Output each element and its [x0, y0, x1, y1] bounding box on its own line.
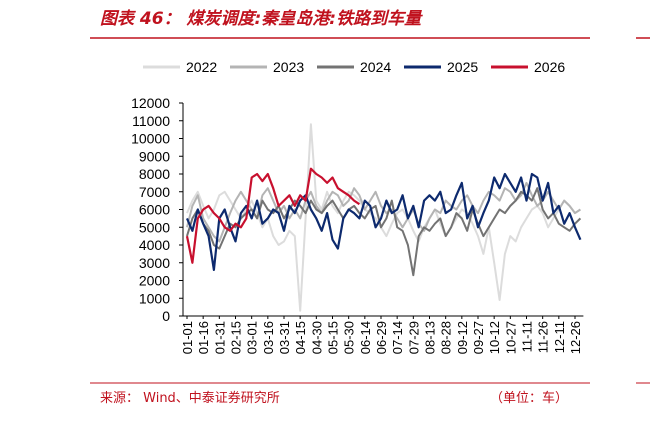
legend-label: 2023 — [273, 59, 304, 75]
x-tick-label: 11-26 — [536, 321, 551, 353]
x-tick-label: 06-29 — [374, 321, 389, 354]
x-tick-label: 12-11 — [552, 321, 567, 353]
y-tick-label: 6000 — [139, 202, 170, 218]
x-tick-label: 03-31 — [277, 321, 292, 354]
y-tick-label: 2000 — [139, 273, 170, 289]
series-line — [185, 167, 361, 264]
unit-note: （单位：车） — [490, 390, 568, 406]
x-tick-label: 09-27 — [471, 321, 486, 354]
x-tick-label: 07-14 — [390, 321, 405, 354]
x-tick-label: 05-15 — [326, 321, 341, 354]
x-tick-label: 10-12 — [487, 321, 502, 354]
x-tick-label: 01-16 — [196, 321, 211, 354]
y-tick-label: 12000 — [131, 95, 170, 111]
x-tick-label: 02-15 — [229, 321, 244, 354]
x-tick-label: 08-13 — [423, 321, 438, 354]
y-tick-label: 10000 — [131, 131, 170, 147]
legend-label: 2026 — [534, 59, 565, 75]
x-tick-label: 08-28 — [439, 321, 454, 354]
source: 来源： Wind、中泰证券研究所 — [100, 390, 280, 406]
y-tick-label: 1000 — [139, 290, 170, 306]
x-tick-label: 09-12 — [455, 321, 470, 354]
x-tick-label: 11-11 — [520, 321, 535, 352]
legend-label: 2025 — [447, 59, 478, 75]
y-tick-label: 8000 — [139, 166, 170, 182]
y-tick-label: 7000 — [139, 184, 170, 200]
x-tick-label: 12-26 — [568, 321, 583, 354]
x-tick-label: 06-14 — [358, 321, 373, 354]
x-tick-label: 04-30 — [309, 321, 324, 354]
x-tick-label: 01-31 — [212, 321, 227, 354]
y-tick-label: 11000 — [132, 113, 170, 129]
x-tick-label: 04-15 — [293, 321, 308, 354]
chart-title: 图表 46： 煤炭调度:秦皇岛港:铁路到车量 — [100, 9, 423, 29]
legend-label: 2022 — [186, 59, 217, 75]
y-tick-label: 4000 — [139, 237, 170, 253]
series-line — [186, 187, 582, 277]
x-tick-label: 10-27 — [503, 321, 518, 354]
x-tick-label: 05-30 — [342, 321, 357, 354]
x-tick-label: 03-16 — [261, 321, 276, 354]
series-line — [186, 123, 581, 312]
legend-label: 2024 — [360, 59, 391, 75]
y-tick-label: 0 — [162, 308, 170, 324]
y-tick-label: 9000 — [139, 148, 170, 164]
x-tick-label: 03-01 — [245, 321, 260, 354]
x-tick-label: 01-01 — [180, 321, 195, 354]
y-tick-label: 3000 — [139, 255, 170, 271]
x-tick-label: 07-29 — [406, 321, 421, 354]
series-line — [185, 172, 582, 271]
y-tick-label: 5000 — [139, 219, 170, 235]
